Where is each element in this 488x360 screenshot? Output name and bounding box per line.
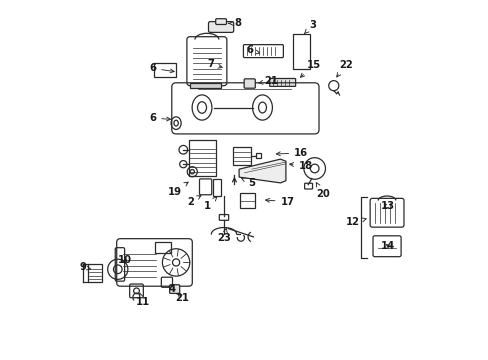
Text: 4: 4 <box>168 284 176 294</box>
Bar <box>188 140 215 176</box>
Text: 11: 11 <box>136 293 150 307</box>
Text: 17: 17 <box>265 197 294 207</box>
Text: 9: 9 <box>80 262 90 272</box>
Text: 1: 1 <box>204 197 216 211</box>
Text: 13: 13 <box>380 201 394 211</box>
Text: 18: 18 <box>289 161 312 171</box>
Text: 20: 20 <box>315 183 329 199</box>
Bar <box>153 63 176 77</box>
Text: 7: 7 <box>206 59 222 69</box>
Polygon shape <box>239 159 285 183</box>
Text: 2: 2 <box>187 195 201 207</box>
Text: 6: 6 <box>149 63 174 73</box>
Text: 21: 21 <box>175 293 189 303</box>
Bar <box>232 147 250 165</box>
Text: 19: 19 <box>167 182 188 197</box>
Text: 6: 6 <box>149 113 170 123</box>
Text: 16: 16 <box>276 148 307 158</box>
Bar <box>190 83 221 88</box>
Bar <box>239 193 254 208</box>
FancyBboxPatch shape <box>244 79 255 88</box>
Text: 15: 15 <box>300 60 320 77</box>
FancyBboxPatch shape <box>169 285 179 293</box>
Bar <box>88 264 102 282</box>
Bar <box>212 179 220 196</box>
Text: 3: 3 <box>304 20 316 33</box>
Text: 5: 5 <box>241 178 255 188</box>
Text: 21: 21 <box>258 76 278 86</box>
Bar <box>292 34 310 69</box>
Text: 14: 14 <box>380 240 394 251</box>
FancyBboxPatch shape <box>208 22 233 32</box>
Bar <box>256 153 261 158</box>
Text: 12: 12 <box>345 217 366 228</box>
Text: 8: 8 <box>228 18 241 28</box>
Text: 23: 23 <box>217 228 230 243</box>
Text: 6: 6 <box>246 45 259 55</box>
Text: 22: 22 <box>336 60 352 77</box>
Text: 10: 10 <box>118 255 131 265</box>
FancyBboxPatch shape <box>215 19 226 24</box>
FancyBboxPatch shape <box>269 78 295 86</box>
Bar <box>154 242 170 253</box>
